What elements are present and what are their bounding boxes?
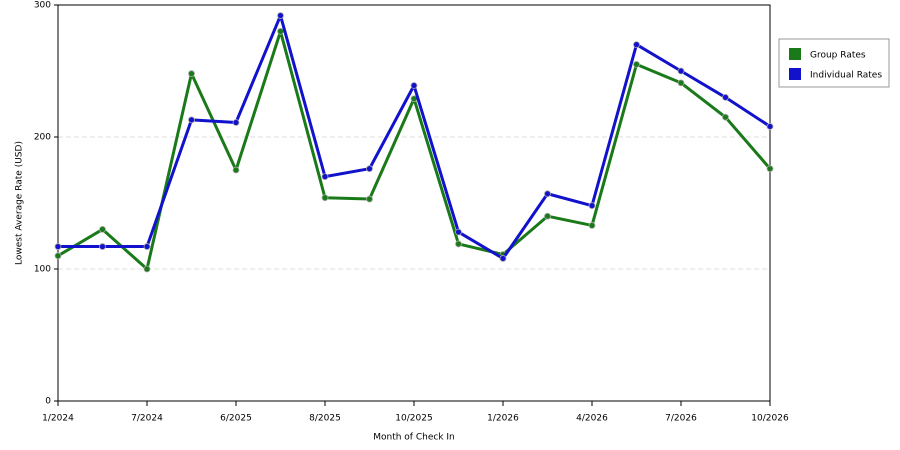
plot-frame [57, 4, 771, 402]
data-point [766, 165, 774, 173]
data-point [54, 252, 62, 260]
legend-swatch [789, 48, 801, 60]
x-tick-label: 4/2026 [576, 414, 608, 424]
legend-swatch [789, 68, 801, 80]
data-point [544, 190, 551, 198]
data-point [366, 165, 373, 173]
data-point [722, 113, 729, 121]
x-axis-label: Month of Check In [373, 433, 455, 443]
x-tick-label: 1/2026 [487, 414, 519, 424]
data-point [588, 202, 596, 210]
data-point [677, 79, 685, 87]
x-tick-label: 1/2024 [42, 414, 74, 424]
x-tick-label: 10/2025 [395, 414, 432, 424]
x-tick-label: 7/2026 [665, 414, 697, 424]
data-point [188, 70, 195, 78]
data-point [633, 61, 640, 68]
data-point [722, 94, 729, 101]
legend-label: Group Rates [810, 51, 866, 61]
data-point [633, 41, 640, 48]
data-point [188, 116, 195, 124]
x-tick-label: 6/2025 [220, 414, 252, 424]
data-point [143, 243, 151, 250]
x-tick-label: 10/2026 [751, 414, 789, 424]
data-point [544, 212, 551, 220]
x-tick-label: 7/2024 [131, 414, 163, 424]
data-point [410, 82, 418, 89]
data-point [499, 255, 507, 262]
data-point [455, 240, 462, 248]
x-tick-label: 8/2025 [309, 414, 341, 424]
y-axis-label: Lowest Average Rate (USD) [15, 141, 25, 265]
y-tick-label: 300 [34, 1, 51, 11]
data-point [321, 194, 329, 202]
data-point [99, 243, 106, 250]
data-point [54, 243, 62, 250]
legend-label: Individual Rates [810, 71, 882, 81]
legend-box [778, 38, 890, 88]
data-point [99, 225, 106, 233]
y-tick-label: 100 [34, 265, 51, 275]
data-point [588, 222, 596, 229]
data-point [366, 195, 373, 203]
data-point [277, 12, 284, 19]
series-line [57, 29, 772, 271]
y-tick-label: 200 [34, 133, 51, 143]
data-point [277, 27, 284, 35]
data-point [321, 173, 329, 181]
data-point [143, 265, 151, 273]
data-point [232, 166, 240, 174]
y-tick-label: 0 [45, 397, 51, 407]
data-point [677, 67, 685, 75]
data-point [232, 119, 240, 126]
data-point [455, 228, 462, 236]
data-point [766, 123, 774, 130]
